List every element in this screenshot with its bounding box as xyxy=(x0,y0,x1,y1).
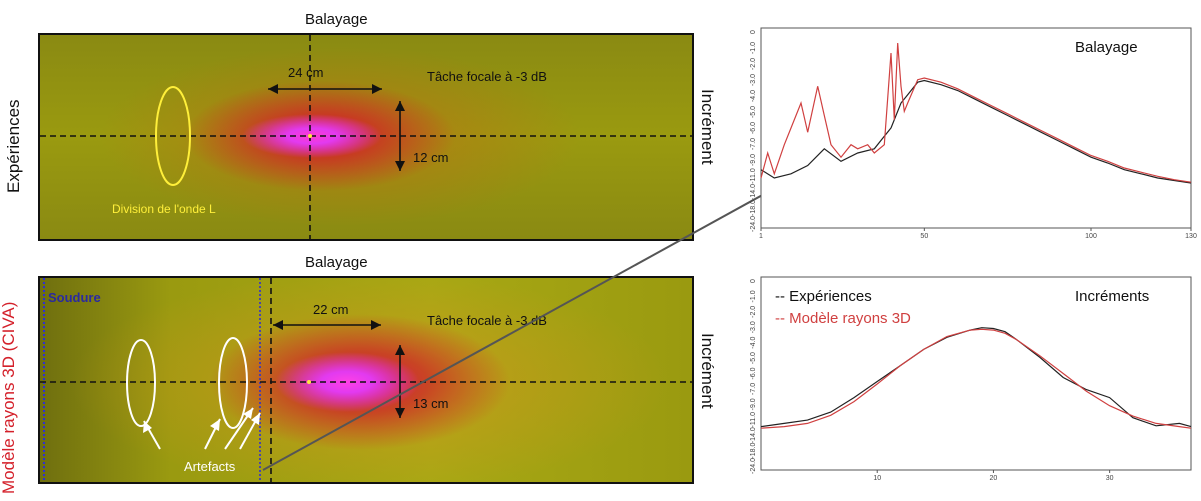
legend-entry: -- Modèle rayons 3D xyxy=(775,310,911,327)
y-tick-label: -9.0 xyxy=(750,154,757,166)
artefacts-label: Artefacts xyxy=(184,459,236,474)
x-tick-label: 1 xyxy=(759,233,763,240)
white-ellipse-1 xyxy=(126,339,156,427)
x-tick-label: 30 xyxy=(1106,475,1114,482)
top-panel-side-label: Incrément xyxy=(698,89,717,165)
y-tick-label: -24.0 xyxy=(750,216,757,232)
series-line-1 xyxy=(760,42,1192,183)
y-tick-label: -2.0 xyxy=(750,306,757,318)
model-row-label: Modèle rayons 3D (CIVA) xyxy=(0,301,18,494)
y-tick-label: -11.0 xyxy=(750,412,757,428)
y-tick-label: -1.0 xyxy=(750,290,757,302)
white-ellipse-2 xyxy=(218,337,248,429)
y-tick-label: -6.0 xyxy=(750,122,757,134)
yellow-ellipse xyxy=(155,86,191,186)
soudure-label: Soudure xyxy=(48,290,101,305)
y-tick-label: -7.0 xyxy=(750,138,757,150)
x-tick-label: 20 xyxy=(990,475,998,482)
bottom-focal-label: Tâche focale à -3 dB xyxy=(427,313,547,328)
y-tick-label: -18.0 xyxy=(750,443,757,459)
y-tick-label: -24.0 xyxy=(750,458,757,474)
chart-title: Incréments xyxy=(1075,288,1149,305)
x-tick-label: 50 xyxy=(920,233,928,240)
bottom-heatmap-panel: Soudure 22 cm Tâche focale à -3 dB 13 cm… xyxy=(38,276,694,484)
bottom-height-label: 13 cm xyxy=(413,396,449,411)
balayage-profile-chart: 0-1.0-2.0-3.0-4.0-5.0-6.0-7.0-9.0-11.0-1… xyxy=(750,27,1197,240)
y-tick-label: -1.0 xyxy=(750,42,757,54)
experiences-row-label: Expériences xyxy=(4,99,23,193)
y-tick-label: -6.0 xyxy=(750,367,757,379)
y-tick-label: -5.0 xyxy=(750,106,757,118)
top-heatmap-panel: 24 cm Tâche focale à -3 dB 12 cm Divisio… xyxy=(38,33,694,241)
chart-title: Balayage xyxy=(1075,39,1138,56)
plot-frame xyxy=(760,276,1192,471)
plot-frame xyxy=(760,27,1192,229)
y-tick-label: -9.0 xyxy=(750,398,757,410)
y-tick-label: 0 xyxy=(750,30,757,34)
bottom-width-label: 22 cm xyxy=(313,302,349,317)
series-line-0 xyxy=(760,327,1192,428)
bottom-panel-title: Balayage xyxy=(305,254,368,271)
y-tick-label: -18.0 xyxy=(750,200,757,216)
top-focal-label: Tâche focale à -3 dB xyxy=(427,69,547,84)
legend-entry: -- Expériences xyxy=(775,288,872,305)
top-panel-title: Balayage xyxy=(305,11,368,28)
x-tick-label: 130 xyxy=(1185,233,1197,240)
x-tick-label: 100 xyxy=(1085,233,1097,240)
y-tick-label: -7.0 xyxy=(750,383,757,395)
series-line-1 xyxy=(760,328,1192,429)
y-tick-label: -14.0 xyxy=(750,184,757,200)
top-width-label: 24 cm xyxy=(288,65,324,80)
y-tick-label: -14.0 xyxy=(750,427,757,443)
y-tick-label: -2.0 xyxy=(750,58,757,70)
y-tick-label: -4.0 xyxy=(750,90,757,102)
y-tick-label: -5.0 xyxy=(750,352,757,364)
y-tick-label: -3.0 xyxy=(750,321,757,333)
y-tick-label: -3.0 xyxy=(750,74,757,86)
y-tick-label: -4.0 xyxy=(750,337,757,349)
x-tick-label: 10 xyxy=(873,475,881,482)
division-label: Division de l'onde L xyxy=(112,202,216,216)
y-tick-label: -11.0 xyxy=(750,168,757,184)
series-line-0 xyxy=(760,79,1192,184)
y-tick-label: 0 xyxy=(750,279,757,283)
top-height-label: 12 cm xyxy=(413,150,449,165)
increments-profile-chart: 0-1.0-2.0-3.0-4.0-5.0-6.0-7.0-9.0-11.0-1… xyxy=(750,276,1192,482)
bottom-panel-side-label: Incrément xyxy=(698,333,717,409)
bottom-panel-overlay xyxy=(40,278,692,482)
